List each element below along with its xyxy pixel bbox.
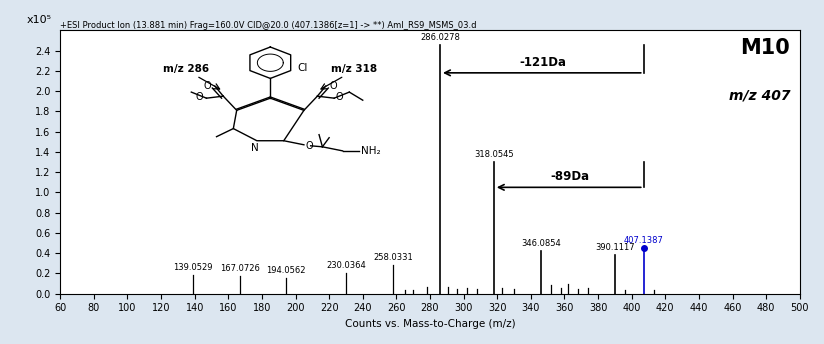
X-axis label: Counts vs. Mass-to-Charge (m/z): Counts vs. Mass-to-Charge (m/z) [344,319,515,329]
Text: m/z 286: m/z 286 [163,64,209,74]
Text: O: O [195,92,203,102]
Text: 390.1117: 390.1117 [595,243,634,252]
Text: O: O [336,92,344,102]
Text: O: O [329,81,337,91]
Text: M10: M10 [741,38,790,58]
Text: -121Da: -121Da [519,56,566,69]
Text: 167.0726: 167.0726 [220,265,260,273]
Text: 258.0331: 258.0331 [373,253,413,262]
Text: m/z 318: m/z 318 [331,64,377,74]
Text: O: O [306,141,313,151]
Text: N: N [251,143,259,153]
Text: 230.0364: 230.0364 [326,261,366,270]
Text: m/z 407: m/z 407 [728,88,790,102]
Text: 194.0562: 194.0562 [266,266,305,275]
Text: 318.0545: 318.0545 [474,150,513,159]
Text: 286.0278: 286.0278 [420,33,460,42]
Text: x10⁵: x10⁵ [27,15,52,25]
Text: NH₂: NH₂ [361,146,381,156]
Text: 407.1387: 407.1387 [624,236,663,245]
Text: 346.0854: 346.0854 [522,239,561,248]
Text: +ESI Product Ion (13.881 min) Frag=160.0V CID@20.0 (407.1386[z=1] -> **) AmI_RS9: +ESI Product Ion (13.881 min) Frag=160.0… [60,21,477,30]
Text: -89Da: -89Da [550,170,589,183]
Text: 139.0529: 139.0529 [173,264,213,272]
Text: O: O [204,81,212,91]
Text: Cl: Cl [297,63,308,73]
